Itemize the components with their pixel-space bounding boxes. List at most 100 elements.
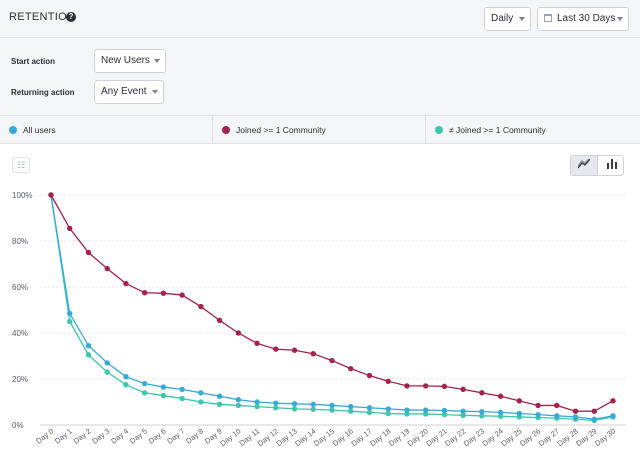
data-point [179,395,185,402]
help-circle-icon[interactable]: ? [66,12,76,22]
legend-label: All users [23,125,56,135]
data-point [591,416,597,422]
y-axis: 0% 20% 40% 60% 80% 100% [12,191,32,430]
y-tick-label: 20% [12,375,28,384]
data-point [273,405,279,411]
header-bar: RETENTION ? Daily Last 30 Days [0,0,640,38]
data-point [610,413,616,419]
data-point [216,393,223,399]
line-chart-icon[interactable] [571,156,598,175]
data-point [198,399,204,405]
data-point [404,407,410,413]
legend-label: Joined >= 1 Community [236,125,326,135]
data-point [104,369,110,375]
data-point [348,403,354,410]
data-point [535,411,541,418]
series-legend: All users Joined >= 1 Community ≠ Joined… [0,116,640,144]
retention-grid-icon[interactable]: ☷ [12,157,30,173]
data-point [460,386,466,393]
series-line [50,194,614,420]
data-point [460,412,466,419]
returning-action-value: Any Event [101,86,147,97]
data-point [198,390,204,396]
data-point [216,317,223,324]
data-point [179,386,185,393]
data-point [141,380,148,387]
date-range-value: Last 30 Days [557,13,616,24]
legend-item-all-users[interactable]: All users [0,116,213,144]
x-tick-label: Day 5 [128,426,149,445]
data-point [123,374,129,380]
page-title: RETENTION [9,11,76,23]
data-point [254,399,260,405]
data-point [104,265,110,272]
start-action-label: Start action [11,57,56,66]
data-point [516,410,523,417]
data-point [366,372,373,379]
data-point [273,346,279,352]
interval-select-value: Daily [491,13,514,24]
y-tick-label: 80% [12,237,28,246]
data-point [404,383,410,389]
start-action-value: New Users [101,55,150,66]
data-point [329,357,335,364]
legend-label: ≠ Joined >= 1 Community [449,125,546,135]
x-tick-label: Day 8 [184,426,205,445]
data-point [310,401,316,407]
x-tick-label: Day 10 [218,426,242,448]
data-point [460,408,466,414]
data-point [310,351,316,357]
data-point [141,290,148,296]
returning-action-select[interactable]: Any Event [94,80,164,104]
data-point [422,407,429,413]
legend-item-joined[interactable]: Joined >= 1 Community [213,116,426,144]
legend-dot [9,126,17,134]
x-tick-label: Day 3 [90,426,111,445]
x-tick-label: Day 6 [147,426,168,445]
legend-dot [435,126,443,134]
data-point [160,290,167,296]
data-point [385,378,391,384]
legend-item-not-joined[interactable]: ≠ Joined >= 1 Community [426,116,640,144]
data-point [329,402,335,409]
data-point [235,402,242,409]
data-point [610,398,616,404]
data-point [160,392,167,399]
data-point [198,303,204,310]
data-point [366,405,373,411]
series-layer [48,192,616,424]
date-range-select[interactable]: Last 30 Days [537,7,629,31]
bar-chart-icon[interactable] [598,156,623,175]
data-point [291,406,298,412]
data-point [572,414,579,420]
y-tick-label: 40% [12,329,28,338]
data-point [48,192,54,198]
data-point [329,407,335,413]
filters-panel: Start action New Users Returning action … [0,38,640,116]
chevron-down-icon [617,17,623,21]
data-point [123,382,129,388]
start-action-select[interactable]: New Users [94,49,166,73]
x-tick-label: Day 30 [593,426,617,448]
data-point [441,383,448,390]
data-point [348,365,354,372]
data-point [291,401,298,407]
chevron-down-icon [519,17,525,21]
interval-select[interactable]: Daily [484,7,531,31]
data-point [535,402,541,409]
data-point [554,402,560,409]
data-point [404,411,410,417]
data-point [67,310,73,317]
x-tick-label: Day 7 [165,426,186,445]
x-tick-label: Day 4 [109,426,130,445]
data-point [85,249,92,256]
data-point [235,330,242,336]
data-point [422,411,429,417]
legend-dot [222,126,230,134]
data-point [497,409,504,416]
data-point [441,411,448,418]
data-point [179,292,185,298]
data-point [572,408,579,414]
